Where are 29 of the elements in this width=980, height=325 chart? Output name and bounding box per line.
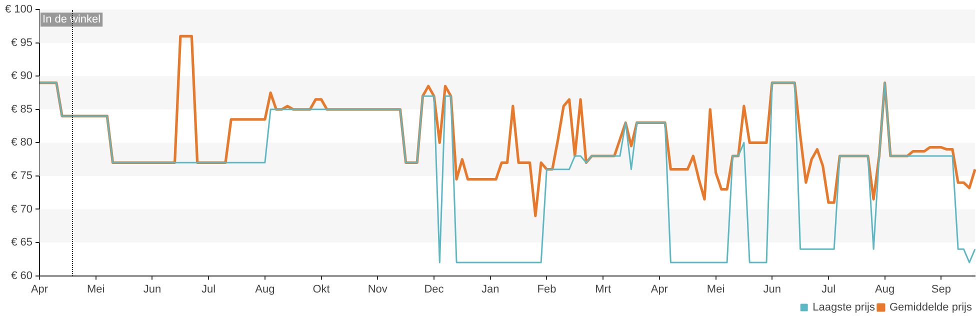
x-tick-label: Mei xyxy=(706,283,725,296)
legend-label: Laagste prijs xyxy=(812,302,876,314)
y-tick-label: € 65 xyxy=(11,236,33,249)
x-tick-label: Jul xyxy=(821,283,836,296)
x-tick-label: Mei xyxy=(87,283,105,296)
y-tick-label: € 90 xyxy=(11,70,33,82)
x-tick-label: Aug xyxy=(875,283,895,296)
x-tick-label: Jul xyxy=(202,283,216,296)
x-tick-label: Okt xyxy=(312,283,330,296)
x-tick-label: Dec xyxy=(424,283,444,296)
y-tick-label: € 100 xyxy=(4,4,33,16)
x-tick-label: Mrt xyxy=(595,283,612,296)
x-tick-label: Sep xyxy=(931,283,951,296)
y-tick-label: € 60 xyxy=(11,270,33,282)
x-tick-label: Apr xyxy=(30,283,48,296)
y-tick-label: € 85 xyxy=(11,103,33,116)
legend-label: Gemiddelde prijs xyxy=(889,302,972,314)
annotation: In de winkel xyxy=(42,14,101,26)
x-tick-label: Feb xyxy=(537,283,556,296)
y-tick-label: € 70 xyxy=(11,203,33,216)
x-tick-label: Nov xyxy=(368,283,388,296)
x-tick-label: Jun xyxy=(143,283,162,296)
x-tick-label: Jan xyxy=(481,283,500,296)
x-tick-label: Aug xyxy=(255,283,275,296)
y-tick-label: € 75 xyxy=(11,170,33,182)
y-tick-label: € 95 xyxy=(11,36,33,49)
x-tick-label: Jun xyxy=(763,283,781,296)
y-tick-label: € 80 xyxy=(11,136,33,149)
x-tick-label: Apr xyxy=(650,283,668,296)
